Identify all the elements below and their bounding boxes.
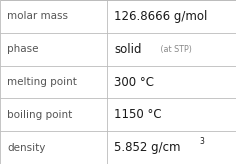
Text: density: density	[7, 143, 46, 153]
Text: melting point: melting point	[7, 77, 77, 87]
Text: 126.8666 g/mol: 126.8666 g/mol	[114, 10, 208, 23]
Text: phase: phase	[7, 44, 38, 54]
Text: 1150 °C: 1150 °C	[114, 108, 162, 121]
Text: 3: 3	[199, 137, 204, 146]
Text: solid: solid	[114, 43, 142, 56]
Text: boiling point: boiling point	[7, 110, 72, 120]
Text: 300 °C: 300 °C	[114, 75, 154, 89]
Text: 5.852 g/cm: 5.852 g/cm	[114, 141, 181, 154]
Text: molar mass: molar mass	[7, 11, 68, 21]
Text: (at STP): (at STP)	[158, 45, 192, 54]
